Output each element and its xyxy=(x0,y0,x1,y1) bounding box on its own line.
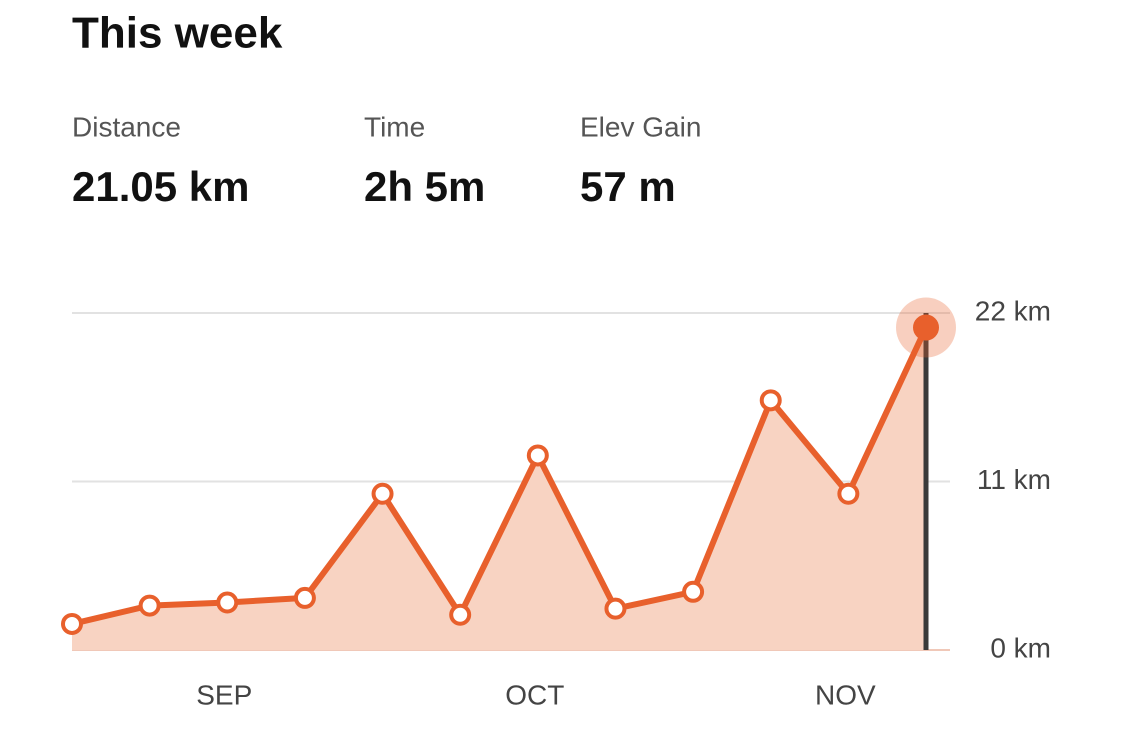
x-tick-label: OCT xyxy=(505,679,564,710)
stat-value: 21.05 km xyxy=(72,163,249,210)
point xyxy=(61,612,83,635)
point xyxy=(371,482,394,505)
point xyxy=(216,591,239,614)
point xyxy=(449,603,472,626)
y-tick-label: 0 km xyxy=(990,632,1051,663)
point xyxy=(759,389,782,412)
title: This week xyxy=(72,9,283,58)
point xyxy=(526,444,549,467)
y-tick-label: 11 km xyxy=(977,464,1051,495)
area xyxy=(72,327,926,650)
point xyxy=(604,597,627,620)
stat-value: 2h 5m xyxy=(364,163,485,210)
point xyxy=(682,580,705,603)
line xyxy=(71,326,929,627)
point xyxy=(293,586,316,609)
stat-label: Distance xyxy=(72,111,181,142)
stat-value: 57 m xyxy=(580,163,676,210)
x-tick-label: NOV xyxy=(815,679,876,710)
y-tick-label: 22 km xyxy=(975,295,1051,326)
stat-label: Elev Gain xyxy=(580,111,701,142)
x-tick-label: SEP xyxy=(196,679,252,710)
point xyxy=(913,314,939,341)
point xyxy=(837,482,860,505)
point xyxy=(138,594,161,617)
stat-label: Time xyxy=(364,111,425,142)
